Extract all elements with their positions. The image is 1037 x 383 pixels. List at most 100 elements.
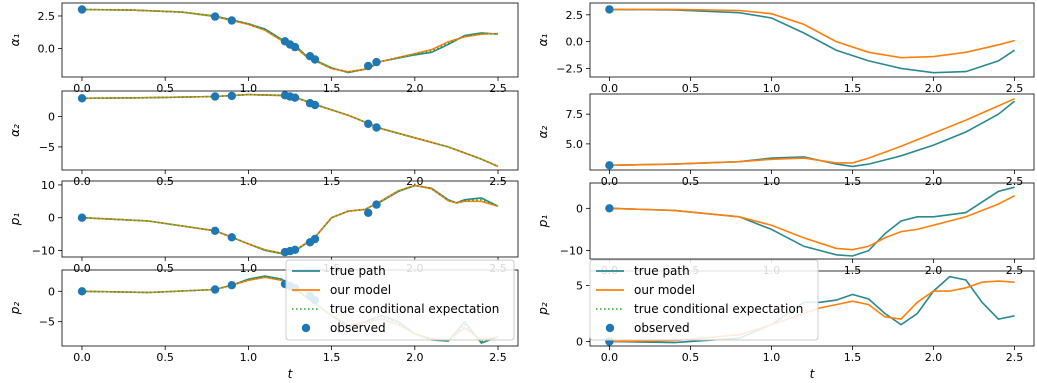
observed-point xyxy=(227,91,236,101)
y-tick-label: 0.0 xyxy=(566,36,584,49)
x-tick-label: 1.5 xyxy=(844,351,862,364)
x-tick-label: 0.0 xyxy=(601,175,619,188)
observed-point xyxy=(605,5,614,14)
observed-point xyxy=(210,285,220,294)
series-line-true xyxy=(609,100,1016,168)
x-tick-label: 0.0 xyxy=(73,262,91,275)
x-tick-label: 1.0 xyxy=(240,175,258,188)
observed-point xyxy=(290,42,300,52)
y-axis-label: p₂ xyxy=(536,302,550,316)
x-axis-label: t xyxy=(810,367,816,381)
y-tick-label: 2.5 xyxy=(38,10,56,23)
legend-label: our model xyxy=(634,283,695,297)
panel-6: 0.0 0.5 1.0 1.5 2.0 2.5 7.5 5.0 α₂ xyxy=(536,93,1035,188)
x-tick-label: 2.0 xyxy=(925,351,943,364)
observed-point xyxy=(210,12,220,21)
x-tick-label: 0.0 xyxy=(73,351,91,364)
x-tick-label: 1.5 xyxy=(844,264,862,277)
x-tick-label: 0.0 xyxy=(73,82,91,95)
observed-point xyxy=(210,226,220,235)
observed-point xyxy=(77,287,87,296)
axes-frame xyxy=(61,180,519,258)
series-line-model xyxy=(609,194,1015,251)
y-tick-label: 0 xyxy=(48,212,55,225)
observed-point xyxy=(364,208,373,217)
y-tick-label: 10 xyxy=(41,179,55,192)
panel-5: 0.0 0.5 1.0 1.5 2.0 2.5 2.5 0.0 −2.5 α₁ xyxy=(536,2,1035,95)
y-axis-label: p₁ xyxy=(536,215,550,229)
observed-point xyxy=(227,233,236,242)
x-tick-label: 2.0 xyxy=(925,264,943,277)
y-tick-label: −10 xyxy=(32,244,55,257)
y-tick-label: 0.0 xyxy=(38,42,56,55)
x-tick-label: 1.0 xyxy=(763,175,781,188)
observed-point xyxy=(310,100,320,110)
x-tick-label: 0.5 xyxy=(682,82,700,95)
x-tick-label: 1.5 xyxy=(323,351,341,364)
y-tick-label: 0 xyxy=(48,111,55,124)
axes-frame xyxy=(589,93,1035,171)
y-tick-label: −5 xyxy=(39,141,55,154)
x-tick-label: 1.5 xyxy=(323,82,341,95)
series-line-true xyxy=(609,186,1015,257)
legend-label: true path xyxy=(634,264,690,278)
y-tick-label: 2.5 xyxy=(566,9,584,22)
observed-point xyxy=(364,119,373,128)
y-tick-label: 5 xyxy=(576,280,583,293)
x-tick-label: 0.5 xyxy=(156,351,174,364)
observed-point xyxy=(77,213,87,222)
observed-point xyxy=(210,92,220,101)
observed-point xyxy=(310,234,320,244)
y-tick-label: 7.5 xyxy=(566,108,584,121)
x-tick-label: 1.5 xyxy=(323,175,341,188)
x-tick-label: 0.5 xyxy=(156,175,174,188)
x-tick-label: 1.0 xyxy=(763,351,781,364)
y-tick-label: −10 xyxy=(560,245,583,258)
series-line-cond xyxy=(81,184,499,255)
y-axis-label: α₂ xyxy=(536,125,550,138)
y-axis-label: α₁ xyxy=(8,33,22,46)
x-tick-label: 1.5 xyxy=(844,82,862,95)
x-tick-label: 2.0 xyxy=(925,82,943,95)
x-axis-label: t xyxy=(288,367,294,381)
axes-frame xyxy=(61,2,519,78)
series-line-model xyxy=(609,97,1015,167)
panel-2: 0.0 0.5 1.0 1.5 2.0 2.5 0 −5 α₂ xyxy=(8,90,519,188)
legend: true path our model true conditional expec… xyxy=(285,259,515,341)
legend-label: observed xyxy=(634,321,690,335)
x-tick-label: 2.0 xyxy=(406,351,424,364)
y-axis-label: α₂ xyxy=(8,124,22,137)
observed-point xyxy=(372,57,381,67)
series-line-true xyxy=(81,93,499,168)
y-tick-label: 0 xyxy=(576,336,583,349)
observed-point xyxy=(290,93,300,102)
x-tick-label: 2.5 xyxy=(489,82,507,95)
x-tick-label: 2.0 xyxy=(406,82,424,95)
legend-label: true path xyxy=(330,264,386,278)
x-tick-label: 2.0 xyxy=(406,175,424,188)
y-axis-label: p₁ xyxy=(8,213,22,227)
series-line-model xyxy=(81,184,499,254)
x-tick-label: 0.5 xyxy=(682,351,700,364)
x-tick-label: 2.5 xyxy=(489,175,507,188)
observed-point xyxy=(372,123,381,132)
axes-frame xyxy=(589,2,1035,78)
x-tick-label: 2.5 xyxy=(1006,175,1024,188)
x-tick-label: 1.0 xyxy=(240,351,258,364)
legend-box xyxy=(589,259,819,341)
y-tick-label: −5 xyxy=(39,316,55,329)
observed-point xyxy=(77,5,87,14)
y-tick-label: 0 xyxy=(48,285,55,298)
y-tick-label: 0 xyxy=(576,202,583,215)
x-tick-label: 2.5 xyxy=(489,351,507,364)
observed-point xyxy=(290,245,300,254)
observed-point xyxy=(227,281,236,290)
legend-marker-observed xyxy=(301,323,311,333)
y-tick-label: 5.0 xyxy=(566,138,584,151)
legend-label: true conditional expectation xyxy=(330,302,499,316)
y-axis-label: α₁ xyxy=(536,33,550,46)
x-tick-label: 2.5 xyxy=(1006,82,1024,95)
x-tick-label: 1.0 xyxy=(240,262,258,275)
series-line-true xyxy=(609,8,1016,74)
legend-box xyxy=(285,259,515,341)
